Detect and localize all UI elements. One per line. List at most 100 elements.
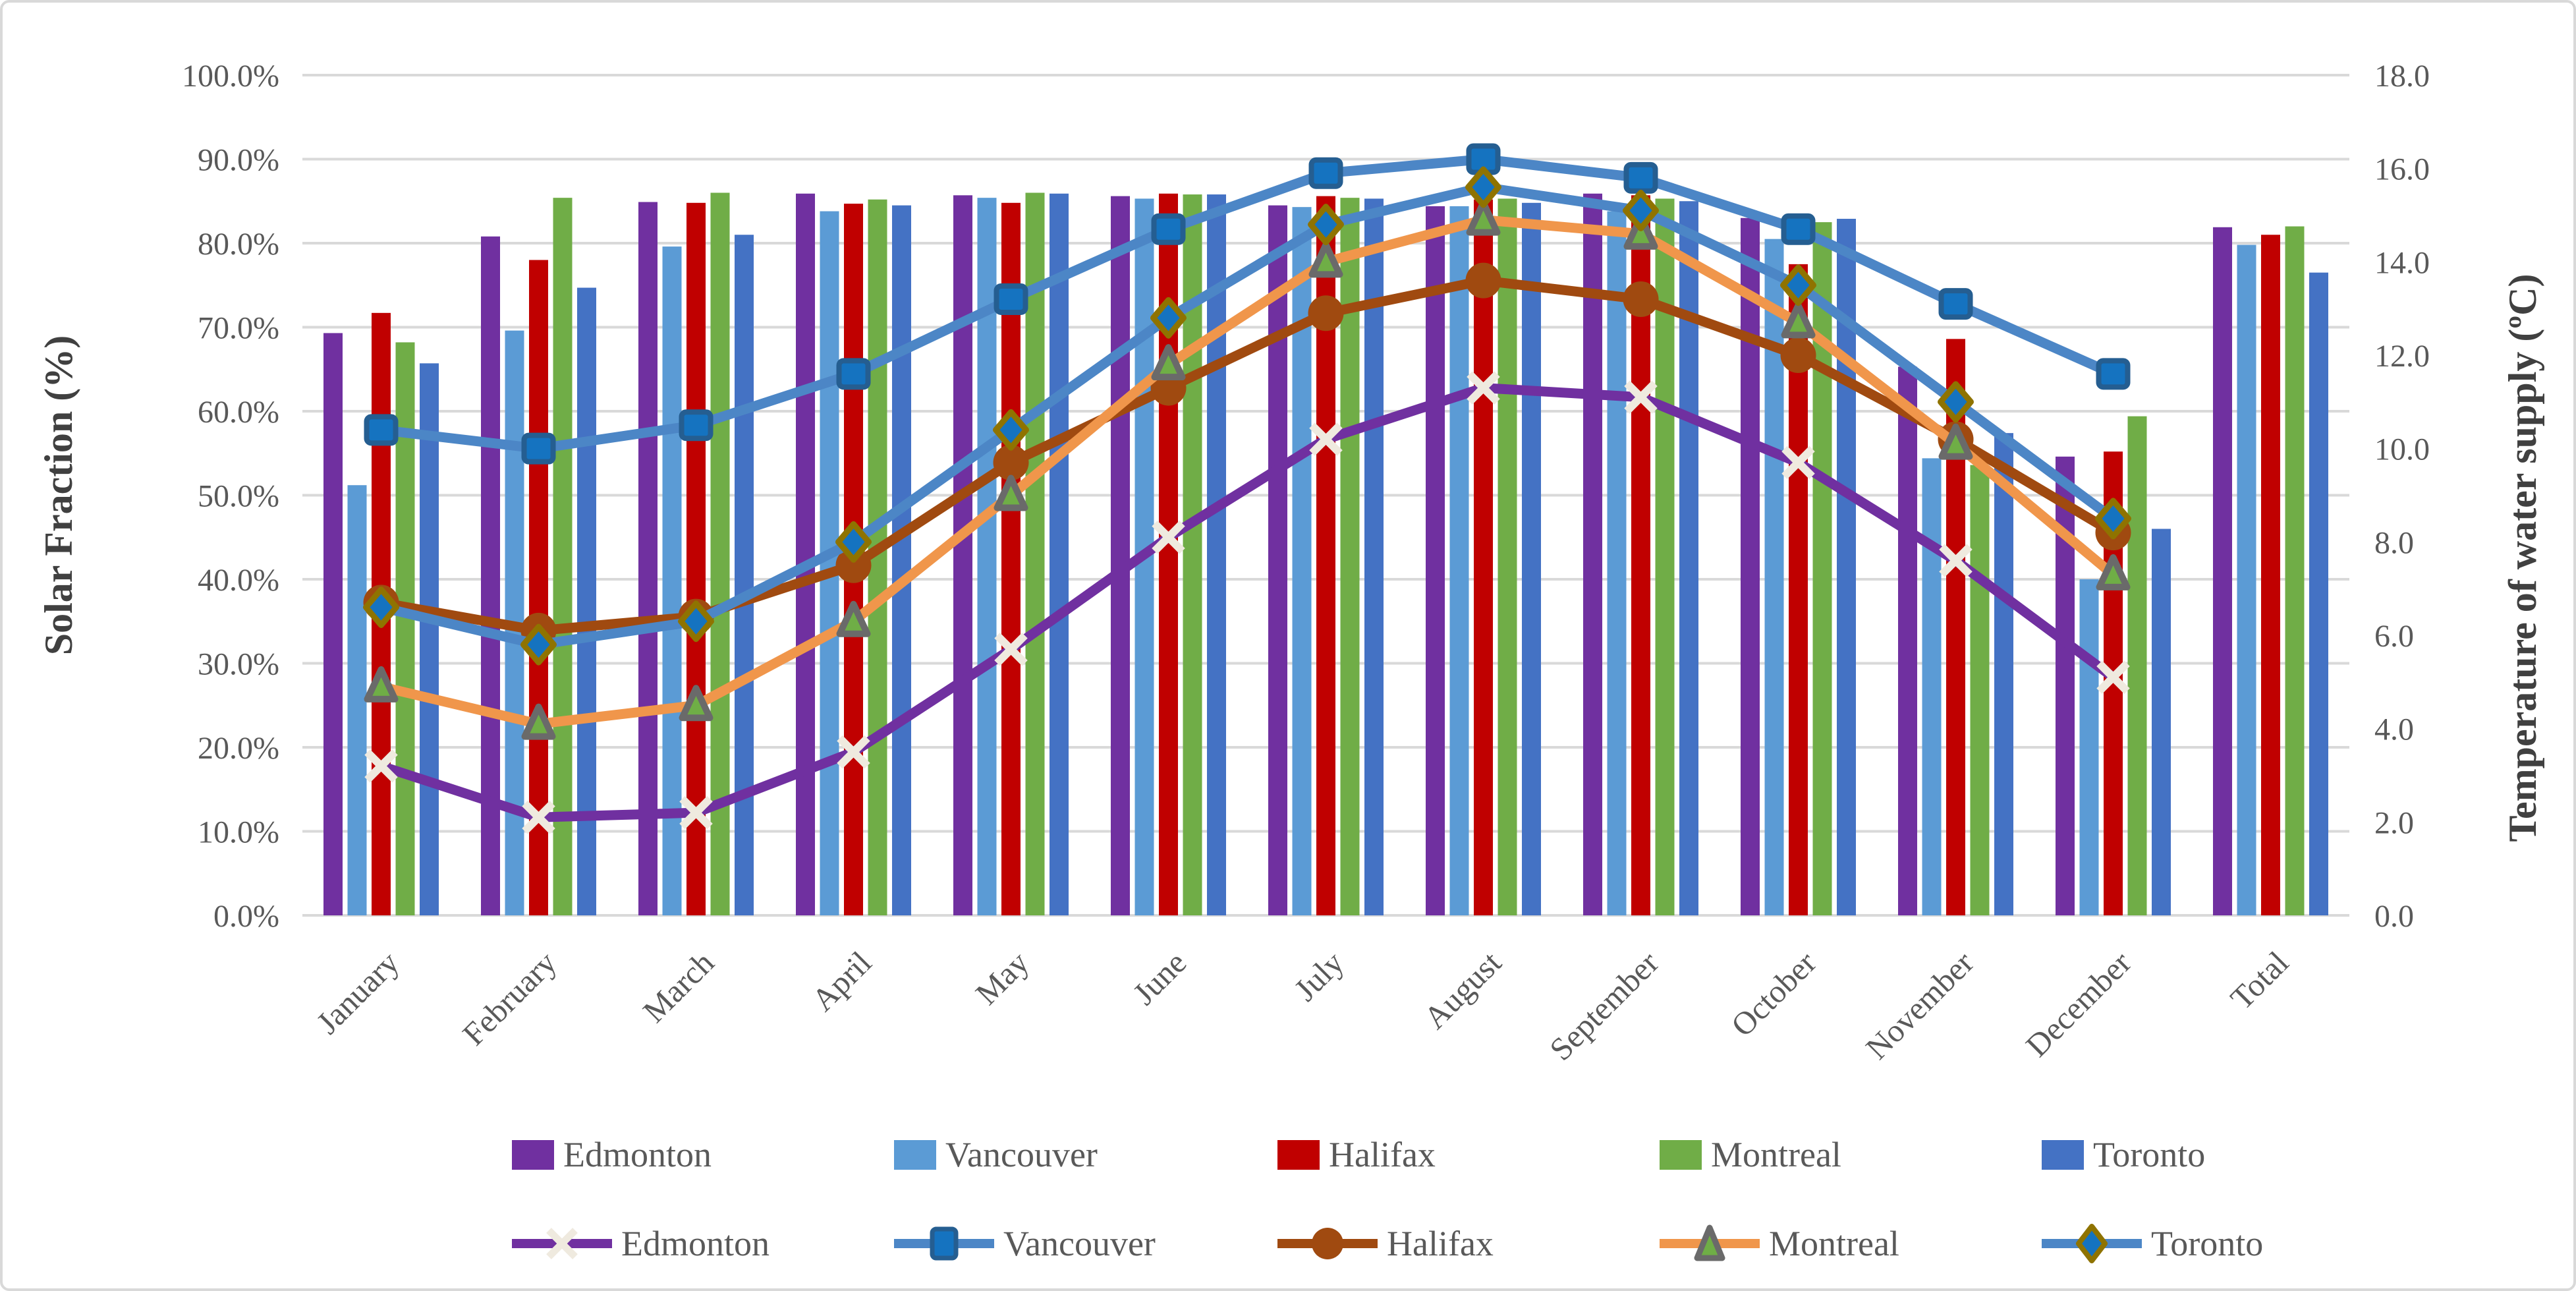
circle-marker bbox=[1308, 295, 1344, 331]
bar-edmonton-january bbox=[323, 333, 343, 915]
triangle-marker bbox=[1151, 344, 1186, 381]
bar-montreal-september bbox=[1655, 198, 1675, 915]
x-axis-label: May bbox=[968, 944, 1036, 1012]
square-marker bbox=[994, 283, 1028, 315]
bar-vancouver-november bbox=[1922, 458, 1942, 915]
diamond-marker bbox=[1465, 166, 1501, 208]
x-marker bbox=[1939, 544, 1973, 577]
bar-edmonton-february bbox=[481, 236, 500, 915]
legend-label: Edmonton bbox=[563, 1135, 712, 1174]
square-marker bbox=[2096, 358, 2131, 390]
right-axis-tick: 6.0 bbox=[2374, 619, 2414, 654]
left-axis-tick: 90.0% bbox=[198, 143, 279, 178]
x-marker bbox=[364, 749, 398, 783]
bar-edmonton-september bbox=[1583, 193, 1602, 915]
legend-label: Toronto bbox=[2151, 1224, 2264, 1263]
legend-bar-vancouver: Vancouver bbox=[894, 1136, 1098, 1173]
legend-swatch-icon bbox=[1277, 1139, 1320, 1170]
legend-bar-montreal: Montreal bbox=[1660, 1136, 1841, 1173]
bar-toronto-march bbox=[735, 235, 754, 915]
bar-edmonton-may bbox=[953, 195, 972, 916]
bar-toronto-october bbox=[1837, 219, 1856, 915]
square-marker bbox=[679, 409, 714, 442]
legend-line-marker-icon bbox=[1277, 1225, 1378, 1262]
right-axis-title: Temperature of water supply (ºC) bbox=[2501, 274, 2544, 842]
bar-vancouver-total bbox=[2237, 244, 2256, 915]
diamond-marker bbox=[993, 409, 1029, 451]
bar-vancouver-august bbox=[1449, 206, 1469, 915]
triangle-marker bbox=[364, 666, 399, 703]
x-axis-label: July bbox=[1287, 944, 1351, 1008]
bar-montreal-november bbox=[1970, 465, 1990, 915]
legend-line-marker-icon bbox=[512, 1225, 612, 1262]
legend-bar-edmonton: Edmonton bbox=[512, 1136, 712, 1173]
legend-line-marker-icon bbox=[1660, 1224, 1760, 1262]
bar-montreal-july bbox=[1340, 198, 1360, 915]
bar-toronto-may bbox=[1050, 193, 1069, 915]
legend-line-toronto: Toronto bbox=[2042, 1224, 2264, 1263]
bar-toronto-september bbox=[1679, 201, 1698, 915]
line-montreal bbox=[379, 215, 2117, 730]
legend-label: Montreal bbox=[1711, 1135, 1841, 1174]
square-marker bbox=[521, 432, 556, 465]
line-vancouver bbox=[380, 154, 2115, 454]
bar-edmonton-july bbox=[1268, 205, 1287, 915]
bar-montreal-october bbox=[1812, 222, 1832, 915]
bar-toronto-november bbox=[1994, 433, 2013, 915]
right-axis-tick: 14.0 bbox=[2374, 245, 2430, 280]
x-axis-label: August bbox=[1416, 944, 1508, 1036]
bar-halifax-march bbox=[686, 202, 706, 915]
legend-row-bars: Edmonton Vancouver Halifax Montreal Toronto bbox=[3, 1135, 2573, 1174]
legend-bar-toronto: Toronto bbox=[2042, 1136, 2205, 1173]
x-axis-label: April bbox=[804, 944, 878, 1018]
triangle-marker bbox=[2096, 554, 2131, 590]
bar-edmonton-august bbox=[1426, 206, 1445, 915]
bar-montreal-june bbox=[1183, 194, 1202, 915]
bar-montreal-december bbox=[2127, 416, 2147, 915]
diamond-marker bbox=[1308, 204, 1344, 246]
right-axis-tick: 16.0 bbox=[2374, 152, 2430, 187]
bar-edmonton-april bbox=[796, 193, 815, 915]
square-marker bbox=[364, 414, 399, 446]
circle-marker bbox=[993, 444, 1029, 480]
legend-label: Toronto bbox=[2093, 1135, 2206, 1174]
x-axis-label: December bbox=[2019, 944, 2138, 1064]
triangle-marker bbox=[1623, 213, 1658, 250]
line-halifax bbox=[380, 275, 2116, 636]
bar-halifax-august bbox=[1474, 199, 1493, 916]
bar-edmonton-june bbox=[1111, 196, 1130, 916]
x-axis-label: Total bbox=[2224, 944, 2296, 1017]
circle-marker bbox=[835, 547, 872, 583]
bar-vancouver-december bbox=[2079, 579, 2099, 915]
legend-label: Montreal bbox=[1769, 1224, 1899, 1263]
legend-line-edmonton: Edmonton bbox=[512, 1225, 770, 1262]
legend-label: Halifax bbox=[1329, 1135, 1436, 1174]
bar-toronto-february bbox=[577, 287, 596, 915]
x-marker bbox=[522, 801, 555, 834]
x-axis-label: February bbox=[455, 944, 563, 1052]
diamond-marker bbox=[1150, 297, 1187, 339]
bar-edmonton-october bbox=[1741, 217, 1760, 915]
square-marker bbox=[1938, 288, 1973, 320]
diamond-marker bbox=[2095, 498, 2131, 540]
x-marker bbox=[1152, 521, 1185, 554]
bar-toronto-january bbox=[420, 363, 439, 915]
circle-marker bbox=[1465, 262, 1501, 299]
bar-toronto-august bbox=[1522, 202, 1541, 915]
bar-halifax-total bbox=[2261, 235, 2280, 915]
diamond-marker bbox=[1780, 264, 1816, 306]
x-marker bbox=[994, 633, 1028, 666]
triangle-marker bbox=[1938, 423, 1973, 460]
diamond-marker bbox=[363, 587, 399, 628]
x-axis-label: September bbox=[1542, 944, 1666, 1068]
x-marker bbox=[1624, 380, 1658, 414]
legend-label: Vancouver bbox=[945, 1135, 1098, 1174]
square-marker bbox=[1308, 157, 1343, 189]
x-marker bbox=[1467, 371, 1500, 405]
legend-label: Vancouver bbox=[1003, 1224, 1156, 1263]
x-marker bbox=[2096, 660, 2130, 694]
left-axis-tick: 10.0% bbox=[198, 815, 279, 850]
circle-marker bbox=[1780, 337, 1816, 373]
right-axis-tick: 8.0 bbox=[2374, 525, 2414, 560]
